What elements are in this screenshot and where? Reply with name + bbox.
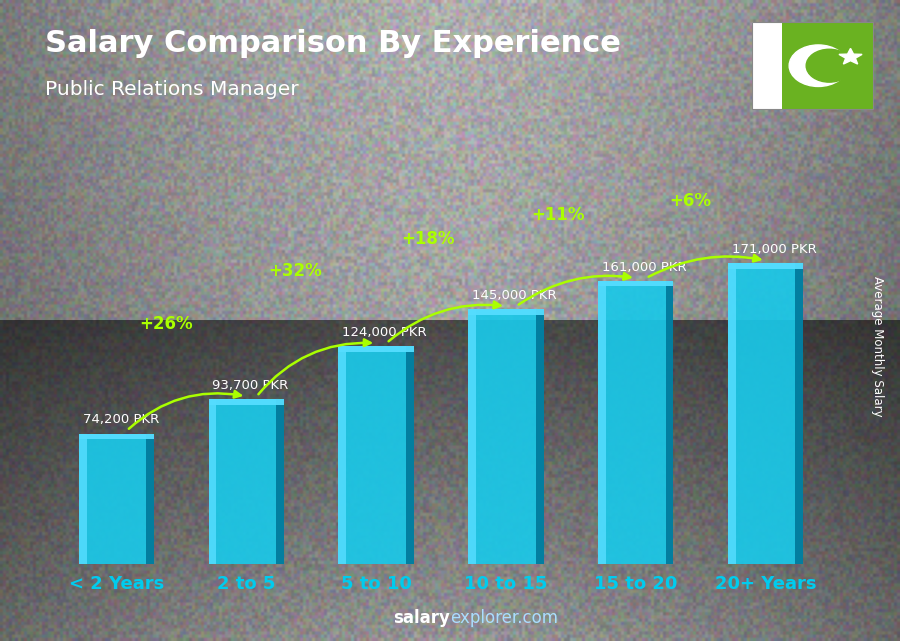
Bar (468, 309, 544, 315)
Bar (276, 399, 284, 564)
Text: Average Monthly Salary: Average Monthly Salary (871, 276, 884, 417)
Bar (728, 263, 735, 564)
Polygon shape (839, 49, 862, 64)
Bar (796, 263, 803, 564)
Bar (79, 434, 86, 564)
Text: +18%: +18% (401, 231, 454, 249)
Bar (598, 281, 673, 564)
Text: Salary Comparison By Experience: Salary Comparison By Experience (45, 29, 621, 58)
Bar (666, 281, 673, 564)
Text: +11%: +11% (531, 206, 585, 224)
Bar (468, 309, 476, 564)
Text: +6%: +6% (670, 192, 711, 210)
Text: salary: salary (393, 609, 450, 627)
Text: +32%: +32% (269, 262, 322, 280)
Text: +26%: +26% (139, 315, 193, 333)
Text: explorer.com: explorer.com (450, 609, 558, 627)
Bar (79, 434, 154, 564)
Bar (338, 346, 414, 351)
Bar (536, 309, 544, 564)
FancyBboxPatch shape (752, 22, 782, 109)
Bar (209, 399, 284, 404)
Text: 93,700 PKR: 93,700 PKR (212, 379, 289, 392)
Bar (598, 281, 606, 564)
Circle shape (806, 49, 852, 82)
Text: 74,200 PKR: 74,200 PKR (83, 413, 159, 426)
Text: Public Relations Manager: Public Relations Manager (45, 80, 299, 99)
Text: 171,000 PKR: 171,000 PKR (732, 243, 816, 256)
Bar (468, 309, 544, 564)
Bar (338, 346, 414, 564)
Bar (209, 399, 284, 564)
Bar (406, 346, 414, 564)
Text: 161,000 PKR: 161,000 PKR (602, 260, 687, 274)
Text: 124,000 PKR: 124,000 PKR (342, 326, 427, 338)
Bar (338, 346, 346, 564)
Bar (728, 263, 803, 269)
Bar (79, 434, 154, 439)
Bar (147, 434, 154, 564)
Text: 145,000 PKR: 145,000 PKR (472, 288, 557, 302)
Bar (728, 263, 803, 564)
FancyBboxPatch shape (782, 22, 873, 109)
Circle shape (789, 45, 848, 87)
Bar (598, 281, 673, 287)
Bar (209, 399, 216, 564)
